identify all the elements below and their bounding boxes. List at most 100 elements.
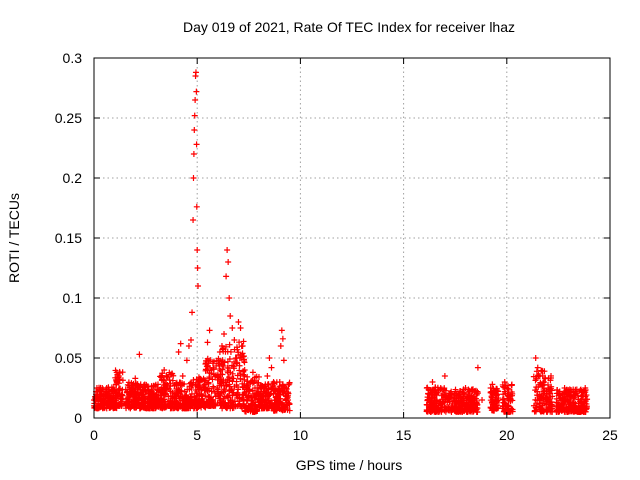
data-point: [501, 384, 508, 391]
data-point: [208, 388, 215, 395]
data-point: [223, 405, 230, 412]
data-point: [226, 377, 233, 384]
data-point: [549, 393, 556, 400]
data-point: [175, 405, 182, 412]
data-point: [445, 404, 452, 411]
x-axis-label: GPS time / hours: [296, 457, 403, 473]
data-point: [193, 203, 200, 210]
data-point: [538, 367, 545, 374]
data-point: [191, 127, 198, 133]
data-point: [167, 371, 174, 378]
data-point: [159, 376, 166, 383]
data-point: [183, 357, 190, 364]
data-point: [578, 393, 585, 400]
data-point: [200, 383, 207, 390]
data-point: [431, 404, 438, 411]
data-point: [177, 382, 184, 389]
data-point: [193, 141, 200, 148]
data-point: [198, 391, 205, 397]
data-point: [452, 388, 459, 395]
data-point: [571, 388, 578, 395]
data-point: [487, 405, 494, 412]
data-point: [173, 395, 180, 402]
data-point: [457, 408, 464, 415]
data-point: [491, 407, 498, 414]
data-point: [109, 387, 116, 394]
data-point: [501, 379, 508, 385]
data-point: [99, 385, 106, 391]
data-point: [254, 379, 261, 386]
data-point: [452, 398, 459, 405]
data-point: [545, 385, 552, 391]
data-point: [226, 295, 233, 301]
data-point: [243, 388, 250, 395]
data-point: [103, 391, 110, 397]
data-point: [442, 397, 449, 404]
data-point: [163, 386, 170, 393]
data-point: [439, 391, 446, 398]
data-point: [276, 404, 283, 411]
data-point: [236, 367, 243, 374]
data-point: [278, 327, 285, 334]
data-point: [245, 393, 252, 400]
data-point: [536, 373, 543, 379]
data-point: [239, 343, 246, 349]
data-point: [181, 381, 188, 388]
x-tick-label: 15: [396, 427, 412, 443]
data-point: [224, 247, 231, 253]
data-point: [171, 382, 178, 389]
data-point: [582, 385, 589, 391]
data-point: [463, 399, 470, 406]
data-point: [220, 400, 227, 407]
data-point: [235, 402, 242, 409]
data-point: [255, 373, 262, 380]
data-point: [249, 369, 256, 376]
data-point: [558, 396, 565, 403]
data-point: [256, 391, 263, 397]
data-point: [277, 343, 284, 349]
data-point: [441, 373, 448, 379]
data-point: [181, 388, 188, 395]
data-point: [182, 393, 189, 400]
data-point: [229, 325, 236, 331]
data-point: [274, 397, 281, 403]
data-point: [202, 361, 209, 367]
data-point: [152, 403, 159, 410]
data-point: [190, 175, 197, 181]
data-point: [271, 407, 278, 414]
data-point: [272, 388, 279, 395]
data-point: [175, 388, 182, 395]
data-point: [455, 397, 462, 404]
axis-ticks: 0 5 10 15 20 25 0 0.05 0.1 0.15 0.2 0.25 0.3: [55, 50, 618, 443]
data-point: [556, 391, 563, 398]
data-point: [489, 381, 496, 388]
data-point: [227, 348, 234, 355]
data-point: [286, 400, 293, 407]
data-point: [140, 391, 147, 397]
data-point: [203, 387, 210, 394]
data-point: [468, 407, 475, 414]
data-point: [493, 391, 500, 397]
data-point: [130, 404, 137, 411]
data-point: [244, 378, 251, 385]
data-point: [132, 375, 139, 382]
data-point: [439, 400, 446, 407]
data-point: [183, 394, 190, 401]
data-point: [536, 395, 543, 402]
data-point: [157, 397, 164, 403]
data-point: [279, 335, 286, 342]
data-point: [128, 398, 135, 405]
data-point: [220, 386, 227, 393]
data-point: [257, 385, 264, 392]
data-point: [108, 400, 115, 407]
data-point: [212, 393, 219, 400]
data-point: [285, 397, 292, 403]
data-point: [468, 386, 475, 393]
data-point: [208, 399, 215, 406]
data-point: [276, 379, 283, 385]
data-point: [462, 385, 469, 391]
data-point: [209, 376, 216, 383]
data-point: [227, 313, 234, 319]
data-point: [188, 337, 195, 343]
data-point: [286, 380, 293, 387]
